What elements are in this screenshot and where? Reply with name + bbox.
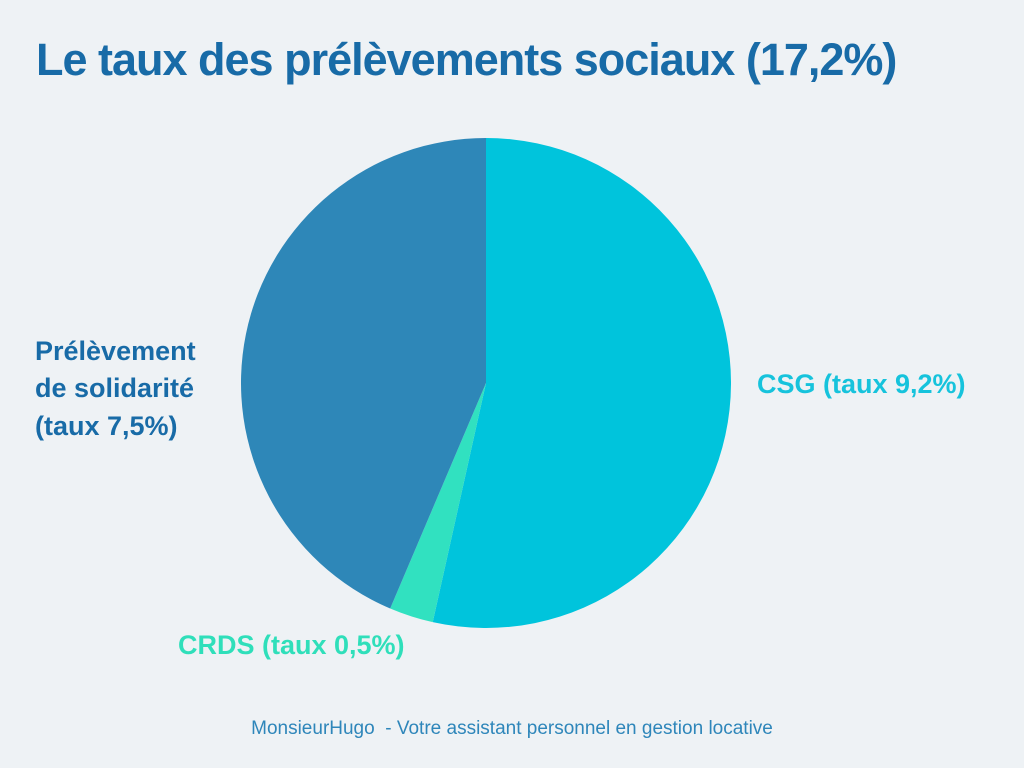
pie-slice-csg bbox=[432, 138, 731, 628]
pie-chart-svg bbox=[241, 138, 731, 628]
chart-title: Le taux des prélèvements sociaux (17,2%) bbox=[36, 34, 897, 85]
footer-brand-tagline: MonsieurHugo - Votre assistant personnel… bbox=[251, 718, 773, 739]
pie-label-crds: CRDS (taux 0,5%) bbox=[178, 630, 405, 660]
pie-label-csg: CSG (taux 9,2%) bbox=[757, 369, 966, 399]
pie-label-prelevement-solidarite: Prélèvement de solidarité (taux 7,5%) bbox=[35, 336, 196, 441]
pie-slice-crds bbox=[390, 383, 486, 623]
pie-slice-prelevement-solidarite bbox=[241, 138, 486, 609]
pie-chart bbox=[241, 138, 731, 628]
